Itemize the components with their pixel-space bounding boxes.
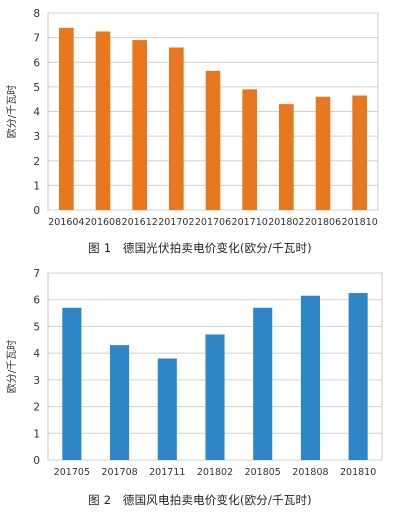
- bar: [169, 47, 184, 210]
- y-axis-label: 欧分/千瓦时: [6, 340, 18, 393]
- y-tick-label: 7: [33, 33, 40, 45]
- y-tick-label: 4: [33, 348, 40, 360]
- x-tick-label: 201802: [197, 467, 233, 478]
- bar: [205, 334, 225, 460]
- x-tick-label: 201608: [85, 217, 121, 228]
- bar: [279, 104, 294, 210]
- y-tick-label: 6: [33, 57, 40, 69]
- x-tick-label: 201810: [342, 217, 378, 228]
- x-tick-label: 201705: [54, 467, 90, 478]
- y-tick-label: 3: [33, 131, 40, 143]
- bar: [242, 89, 257, 210]
- bar: [95, 31, 111, 210]
- bar: [253, 307, 273, 460]
- y-tick-label: 1: [33, 180, 40, 192]
- x-tick-label: 201711: [149, 467, 185, 478]
- y-tick-label: 1: [33, 428, 40, 440]
- y-tick-label: 7: [33, 268, 40, 280]
- y-tick-label: 2: [33, 402, 40, 414]
- y-tick-label: 0: [33, 205, 40, 217]
- bar: [315, 96, 331, 210]
- x-tick-label: 201612: [122, 217, 158, 228]
- x-tick-label: 201806: [305, 217, 341, 228]
- x-tick-label: 201802: [268, 217, 304, 228]
- bar: [205, 70, 221, 211]
- chart-2-svg: 0 1 2 3 4 5 6 7 201705 201708 201711 201802 201805 20…: [6, 268, 383, 478]
- chart-1-caption: 图 1 德国光伏拍卖电价变化(欧分/千瓦时): [88, 241, 312, 255]
- y-tick-label: 6: [33, 295, 40, 307]
- x-tick-label: 201604: [48, 217, 84, 228]
- chart-2-caption: 图 2 德国风电拍卖电价变化(欧分/千瓦时): [88, 493, 312, 507]
- x-tick-label: 201810: [340, 467, 376, 478]
- bar: [352, 95, 367, 210]
- y-tick-label: 5: [33, 321, 40, 333]
- y-tick-label: 2: [33, 156, 40, 168]
- y-axis-label: 欧分/千瓦时: [6, 85, 18, 138]
- y-tick-label: 0: [33, 455, 40, 467]
- bar: [300, 295, 320, 460]
- bar: [59, 27, 74, 211]
- bar: [348, 293, 368, 460]
- x-tick-label: 201710: [232, 217, 268, 228]
- x-tick-label: 201706: [195, 217, 231, 228]
- bar: [62, 307, 82, 460]
- chart-2: 0 1 2 3 4 5 6 7 201705 201708 201711 201802 201805 20…: [0, 262, 400, 516]
- bar: [110, 345, 130, 460]
- bar: [157, 358, 177, 460]
- chart-1: 0 1 2 3 4 5 6 7 8 201604 201608 201612 201702 201706 2…: [6, 8, 379, 255]
- x-tick-label: 201808: [292, 467, 328, 478]
- x-tick-label: 201708: [101, 467, 137, 478]
- y-tick-label: 5: [33, 82, 40, 94]
- y-tick-label: 8: [33, 8, 40, 20]
- x-tick-label: 201805: [245, 467, 281, 478]
- y-tick-label: 4: [33, 107, 40, 119]
- x-tick-label: 201702: [158, 217, 194, 228]
- y-tick-label: 3: [33, 375, 40, 387]
- bar: [132, 40, 147, 211]
